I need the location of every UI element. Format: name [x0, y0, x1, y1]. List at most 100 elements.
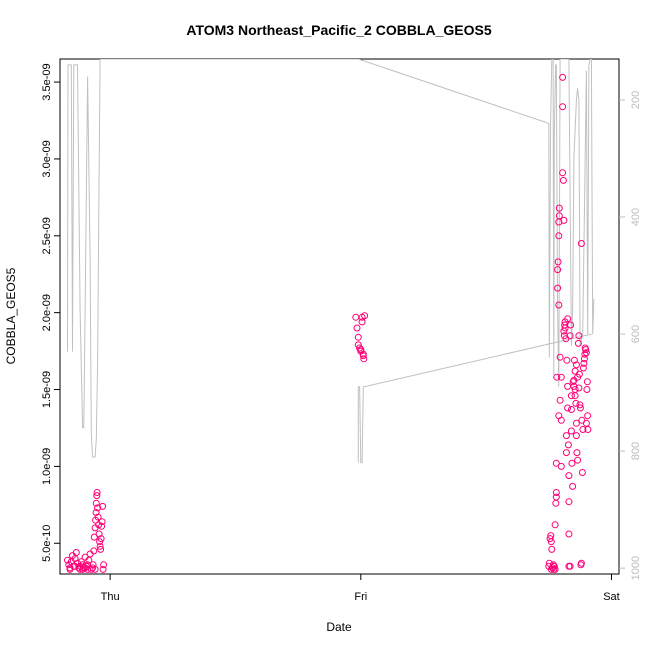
y2-tick-label: 400 — [630, 208, 642, 226]
data-point — [562, 449, 570, 457]
data-point — [582, 349, 590, 357]
data-point — [66, 565, 74, 573]
data-point — [567, 321, 575, 329]
data-point — [580, 359, 588, 367]
data-point — [565, 530, 573, 538]
data-point — [559, 103, 567, 111]
data-point — [559, 176, 567, 184]
data-point — [353, 324, 361, 332]
data-point — [572, 432, 580, 440]
data-point — [556, 396, 564, 404]
data-point — [94, 504, 102, 512]
data-point — [574, 456, 582, 464]
y2-tick-label: 800 — [630, 442, 642, 460]
data-point — [583, 386, 591, 393]
y-tick-label: 2.0e-09 — [41, 294, 53, 331]
data-point — [574, 339, 582, 347]
data-point — [93, 492, 101, 500]
data-point — [64, 556, 71, 564]
data-point — [572, 419, 580, 427]
data-point — [356, 344, 364, 352]
data-point — [561, 324, 569, 332]
data-point — [556, 353, 564, 361]
data-point — [99, 565, 107, 573]
data-point — [99, 502, 107, 510]
data-point — [564, 404, 572, 412]
data-point — [95, 530, 103, 538]
data-point — [565, 472, 573, 480]
data-point — [580, 355, 588, 363]
x-tick-label: Fri — [354, 591, 367, 603]
data-point — [91, 565, 99, 573]
data-point — [71, 562, 79, 570]
data-point — [579, 364, 587, 372]
data-point — [98, 522, 106, 530]
data-point — [92, 499, 100, 507]
profile-line — [357, 333, 592, 464]
profile-line — [67, 59, 595, 458]
data-point — [552, 489, 560, 496]
data-point — [548, 545, 556, 553]
y2-tick-label: 200 — [630, 91, 642, 109]
data-point — [555, 301, 563, 309]
data-point — [562, 432, 570, 440]
data-point — [557, 373, 565, 381]
data-point — [550, 562, 558, 570]
data-point — [89, 561, 97, 569]
data-point — [567, 427, 575, 435]
data-point — [81, 564, 89, 572]
data-point — [551, 521, 559, 529]
data-point — [575, 332, 583, 340]
data-point — [584, 426, 592, 433]
data-point — [570, 356, 578, 364]
data-point — [571, 392, 579, 400]
data-point — [354, 333, 362, 341]
data-point — [565, 562, 573, 570]
data-point — [576, 401, 584, 409]
data-point — [555, 232, 563, 240]
y2-tick-label: 600 — [630, 325, 642, 343]
data-point — [577, 240, 585, 247]
data-point — [571, 367, 579, 375]
data-point — [555, 204, 563, 212]
data-point — [579, 426, 587, 433]
y-axis-label: COBBLA_GEOS5 — [4, 267, 18, 364]
y-tick-label: 3.0e-09 — [41, 140, 53, 177]
data-point — [547, 538, 555, 546]
data-point — [361, 312, 369, 320]
data-point — [554, 266, 562, 274]
y-tick-label: 3.5e-09 — [41, 63, 53, 100]
data-point — [359, 352, 367, 360]
data-point — [552, 459, 560, 467]
data-point — [565, 498, 573, 506]
data-point — [87, 565, 95, 573]
y2-axis: 200 400 600 800 1000 — [619, 91, 642, 580]
data-point — [566, 332, 574, 340]
chart-title: ATOM3 Northeast_Pacific_2 COBBLA_GEOS5 — [186, 22, 491, 38]
x-axis: Thu Fri Sat — [101, 574, 620, 603]
y-tick-label: 5.0e-10 — [41, 525, 53, 562]
y2-tick-label: 1000 — [630, 556, 642, 580]
x-axis-label: Date — [326, 620, 352, 634]
data-point — [567, 392, 575, 400]
data-point — [553, 373, 561, 381]
data-point — [582, 346, 590, 354]
y-axis: 5.0e-10 1.0e-09 1.5e-09 2.0e-09 2.5e-09 3.0e-… — [41, 63, 60, 562]
data-point — [584, 412, 592, 420]
data-point — [578, 469, 586, 476]
data-point — [567, 406, 575, 413]
data-point — [559, 169, 567, 177]
data-point — [97, 535, 105, 543]
data-point — [576, 404, 584, 412]
observation-points — [64, 73, 592, 573]
data-point — [564, 315, 572, 323]
data-point — [583, 378, 591, 386]
data-point — [551, 565, 559, 573]
y-tick-label: 1.5e-09 — [41, 371, 53, 408]
data-point — [555, 412, 563, 420]
data-point — [76, 565, 84, 573]
data-point — [90, 533, 98, 541]
x-tick-label: Thu — [101, 591, 120, 603]
data-point — [96, 542, 104, 550]
